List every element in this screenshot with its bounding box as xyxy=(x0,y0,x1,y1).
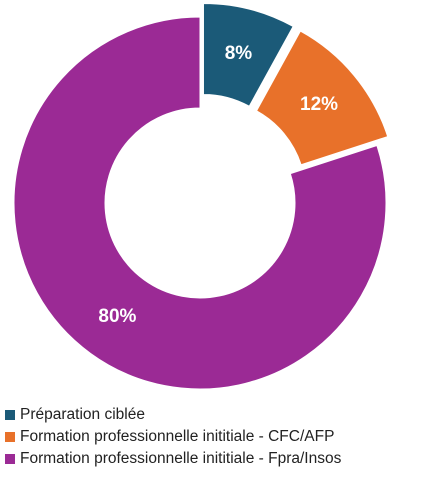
legend-item-cfc-afp: Formation professionnelle inititiale - C… xyxy=(5,426,419,448)
legend: Préparation ciblée Formation professionn… xyxy=(5,404,419,470)
legend-swatch-preparation-ciblee xyxy=(5,410,15,420)
data-label-preparation-ciblee: 8% xyxy=(225,43,253,64)
legend-label-fpra-insos: Formation professionnelle inititiale - F… xyxy=(20,450,341,468)
legend-label-cfc-afp: Formation professionnelle inititiale - C… xyxy=(20,428,334,446)
legend-swatch-fpra-insos xyxy=(5,454,15,464)
data-label-fpra-insos: 80% xyxy=(98,306,136,327)
data-label-cfc-afp: 12% xyxy=(300,94,338,115)
donut-chart: 8% 12% 80% xyxy=(0,0,421,400)
legend-item-fpra-insos: Formation professionnelle inititiale - F… xyxy=(5,448,419,470)
legend-label-preparation-ciblee: Préparation ciblée xyxy=(20,406,145,424)
legend-item-preparation-ciblee: Préparation ciblée xyxy=(5,404,419,426)
legend-swatch-cfc-afp xyxy=(5,432,15,442)
